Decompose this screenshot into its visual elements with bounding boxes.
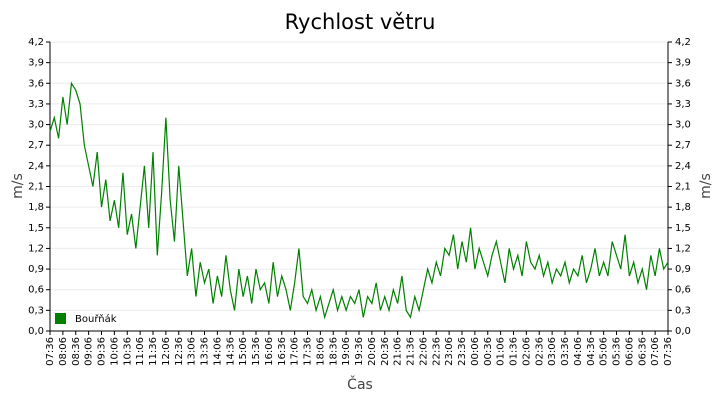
y-tick-label: 0,0 bbox=[28, 326, 44, 337]
x-tick-label: 12:36 bbox=[174, 337, 185, 366]
x-tick-label: 10:36 bbox=[122, 337, 133, 366]
x-tick-label: 05:36 bbox=[612, 337, 623, 366]
x-tick-label: 20:06 bbox=[367, 337, 378, 366]
x-tick-label: 13:06 bbox=[187, 337, 198, 366]
x-tick-label: 00:06 bbox=[470, 337, 481, 366]
x-tick-label: 22:06 bbox=[418, 337, 429, 366]
y2-tick-label: 2,4 bbox=[675, 161, 691, 172]
y-tick-label: 0,6 bbox=[28, 285, 44, 296]
x-tick-label: 10:06 bbox=[109, 337, 120, 366]
y-tick-label: 3,0 bbox=[28, 120, 44, 131]
x-tick-label: 04:36 bbox=[586, 337, 597, 366]
y-tick-label: 2,1 bbox=[28, 182, 44, 193]
x-tick-label: 12:06 bbox=[161, 337, 172, 366]
y2-tick-label: 1,2 bbox=[675, 243, 691, 254]
chart-title: Rychlost větru bbox=[285, 10, 436, 34]
x-tick-label: 01:06 bbox=[496, 337, 507, 366]
x-tick-label: 22:36 bbox=[431, 337, 442, 366]
y2-tick-label: 2,7 bbox=[675, 140, 691, 151]
y2-tick-label: 0,0 bbox=[675, 326, 691, 337]
x-tick-label: 17:36 bbox=[303, 337, 314, 366]
x-tick-label: 23:06 bbox=[444, 337, 455, 366]
y2-tick-label: 0,6 bbox=[675, 285, 691, 296]
x-tick-label: 11:36 bbox=[148, 337, 159, 366]
y-tick-label: 2,7 bbox=[28, 140, 44, 151]
y-tick-label: 0,9 bbox=[28, 264, 44, 275]
y2-tick-label: 3,0 bbox=[675, 120, 691, 131]
x-tick-label: 11:06 bbox=[135, 337, 146, 366]
x-tick-label: 16:36 bbox=[277, 337, 288, 366]
x-tick-label: 23:36 bbox=[457, 337, 468, 366]
x-tick-label: 05:06 bbox=[599, 337, 610, 366]
y2-tick-label: 1,5 bbox=[675, 223, 691, 234]
x-tick-label: 00:36 bbox=[483, 337, 494, 366]
x-tick-label: 02:36 bbox=[534, 337, 545, 366]
y-tick-label: 3,9 bbox=[28, 58, 44, 69]
x-tick-label: 17:06 bbox=[290, 337, 301, 366]
x-tick-label: 14:06 bbox=[212, 337, 223, 366]
x-tick-label: 08:06 bbox=[58, 337, 69, 366]
y-tick-label: 1,8 bbox=[28, 202, 44, 213]
y-tick-label: 2,4 bbox=[28, 161, 44, 172]
x-tick-label: 01:36 bbox=[509, 337, 520, 366]
legend-swatch bbox=[55, 313, 66, 324]
x-tick-label: 15:06 bbox=[238, 337, 249, 366]
y2-tick-label: 3,9 bbox=[675, 58, 691, 69]
x-tick-label: 15:36 bbox=[251, 337, 262, 366]
y2-tick-label: 0,9 bbox=[675, 264, 691, 275]
x-tick-label: 18:06 bbox=[315, 337, 326, 366]
x-tick-label: 06:36 bbox=[637, 337, 648, 366]
x-tick-label: 09:06 bbox=[84, 337, 95, 366]
y-axis-label: m/s bbox=[10, 173, 26, 199]
data-line bbox=[49, 81, 669, 320]
x-tick-label: 07:36 bbox=[45, 337, 56, 366]
x-tick-label: 09:36 bbox=[97, 337, 108, 366]
x-tick-label: 02:06 bbox=[521, 337, 532, 366]
x-tick-label: 14:36 bbox=[225, 337, 236, 366]
y2-tick-label: 1,8 bbox=[675, 202, 691, 213]
legend-label: Bouřňák bbox=[75, 313, 117, 325]
y2-tick-label: 3,6 bbox=[675, 78, 691, 89]
y2-tick-label: 0,3 bbox=[675, 305, 691, 316]
y-tick-label: 0,3 bbox=[28, 305, 44, 316]
x-tick-label: 16:06 bbox=[264, 337, 275, 366]
x-axis-label: Čas bbox=[347, 375, 373, 393]
y-tick-label: 3,6 bbox=[28, 78, 44, 89]
x-tick-label: 03:36 bbox=[560, 337, 571, 366]
y2-axis-label: m/s bbox=[698, 173, 714, 199]
y2-tick-label: 4,2 bbox=[675, 37, 691, 48]
x-tick-label: 20:36 bbox=[380, 337, 391, 366]
x-tick-label: 03:06 bbox=[547, 337, 558, 366]
x-tick-label: 08:36 bbox=[71, 337, 82, 366]
y-tick-label: 3,3 bbox=[28, 99, 44, 110]
x-tick-label: 19:36 bbox=[354, 337, 365, 366]
y2-tick-label: 3,3 bbox=[675, 99, 691, 110]
x-tick-label: 19:06 bbox=[341, 337, 352, 366]
x-tick-label: 04:06 bbox=[573, 337, 584, 366]
y2-tick-label: 2,1 bbox=[675, 182, 691, 193]
x-tick-label: 06:06 bbox=[624, 337, 635, 366]
y-tick-label: 4,2 bbox=[28, 37, 44, 48]
x-tick-label: 13:36 bbox=[200, 337, 211, 366]
y-tick-label: 1,2 bbox=[28, 243, 44, 254]
y-tick-label: 1,5 bbox=[28, 223, 44, 234]
x-tick-label: 07:06 bbox=[650, 337, 661, 366]
x-tick-label: 21:06 bbox=[393, 337, 404, 366]
x-tick-label: 07:36 bbox=[663, 337, 674, 366]
x-tick-label: 18:36 bbox=[328, 337, 339, 366]
x-tick-label: 21:36 bbox=[406, 337, 417, 366]
